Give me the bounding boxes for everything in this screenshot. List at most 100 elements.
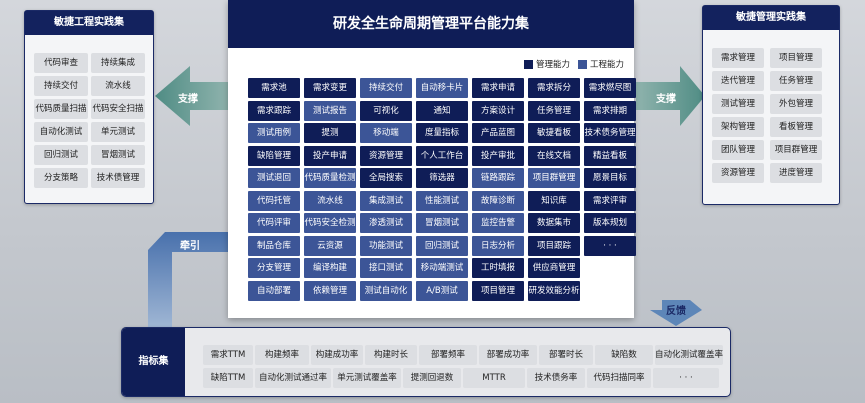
capability-item[interactable]: 项目管理 (472, 280, 524, 301)
capability-item[interactable]: 需求变更 (304, 78, 356, 98)
capability-item[interactable]: 供应商管理 (528, 258, 580, 278)
capability-item[interactable]: 项目跟踪 (528, 235, 580, 256)
practice-item[interactable]: 迭代管理 (712, 71, 764, 91)
practice-item[interactable]: 持续交付 (34, 76, 88, 96)
capability-item[interactable]: 移动端测试 (416, 258, 468, 278)
metric-item[interactable]: 单元测试覆盖率 (333, 368, 401, 388)
capability-item[interactable]: 敏捷看板 (528, 123, 580, 143)
capability-item[interactable]: 需求排期 (584, 100, 636, 121)
practice-item[interactable]: 进度管理 (770, 163, 822, 183)
capability-item[interactable]: 需求燃尽图 (584, 78, 636, 98)
metric-item[interactable]: 构建成功率 (311, 345, 363, 365)
capability-item[interactable]: 需求拆分 (528, 78, 580, 98)
metric-item[interactable]: 自动化测试覆盖率 (655, 345, 723, 365)
capability-item[interactable]: 精益看板 (584, 145, 636, 166)
practice-item[interactable]: 冒烟测试 (91, 145, 145, 165)
capability-item[interactable]: 性能测试 (416, 190, 468, 211)
practice-item[interactable]: 流水线 (91, 76, 145, 96)
capability-item[interactable]: 方案设计 (472, 100, 524, 121)
capability-item[interactable]: 接口测试 (360, 258, 412, 278)
capability-item[interactable]: 通知 (416, 100, 468, 121)
metric-item[interactable]: 部署时长 (539, 345, 593, 365)
capability-item[interactable]: 需求跟踪 (248, 100, 300, 121)
capability-item[interactable]: 在线文档 (528, 145, 580, 166)
capability-item[interactable]: 链路跟踪 (472, 168, 524, 188)
capability-item[interactable]: 筛选器 (416, 168, 468, 188)
practice-item[interactable]: 外包管理 (770, 94, 822, 114)
capability-item[interactable]: 需求评审 (584, 190, 636, 211)
capability-item[interactable]: 代码托管 (248, 190, 300, 211)
practice-item[interactable]: 需求管理 (712, 48, 764, 68)
capability-item[interactable]: · · · (584, 235, 636, 256)
practice-item[interactable]: 持续集成 (91, 53, 145, 73)
capability-item[interactable]: 需求申请 (472, 78, 524, 98)
capability-item[interactable]: 投产审批 (472, 145, 524, 166)
capability-item[interactable]: 自动部署 (248, 280, 300, 301)
metric-item[interactable]: 技术债务率 (527, 368, 585, 388)
metric-item[interactable]: · · · (653, 368, 719, 388)
metric-item[interactable]: 提测回退数 (403, 368, 461, 388)
metric-item[interactable]: 构建频率 (255, 345, 309, 365)
capability-item[interactable]: 需求池 (248, 78, 300, 98)
metric-item[interactable]: 部署成功率 (479, 345, 537, 365)
metric-item[interactable]: 自动化测试通过率 (255, 368, 331, 388)
capability-item[interactable]: 代码安全检测 (304, 213, 356, 233)
capability-item[interactable]: 代码质量检测 (304, 168, 356, 188)
metric-item[interactable]: 缺陷TTM (203, 368, 253, 388)
capability-item[interactable]: 自动移卡片 (416, 78, 468, 98)
capability-item[interactable]: 冒烟测试 (416, 213, 468, 233)
capability-item[interactable]: 产品蓝图 (472, 123, 524, 143)
practice-item[interactable]: 回归测试 (34, 145, 88, 165)
capability-item[interactable]: 渗透测试 (360, 213, 412, 233)
capability-item[interactable]: 日志分析 (472, 235, 524, 256)
capability-item[interactable]: 项目群管理 (528, 168, 580, 188)
capability-item[interactable]: 功能测试 (360, 235, 412, 256)
capability-item[interactable]: 监控告警 (472, 213, 524, 233)
practice-item[interactable]: 单元测试 (91, 122, 145, 142)
capability-item[interactable]: 研发效能分析 (528, 280, 580, 301)
metric-item[interactable]: 构建时长 (365, 345, 417, 365)
capability-item[interactable]: 缺陷管理 (248, 145, 300, 166)
capability-item[interactable]: 资源管理 (360, 145, 412, 166)
metric-item[interactable]: 部署频率 (419, 345, 477, 365)
capability-item[interactable]: 数据集市 (528, 213, 580, 233)
capability-item[interactable]: 回归测试 (416, 235, 468, 256)
capability-item[interactable]: 全局搜索 (360, 168, 412, 188)
capability-item[interactable]: 集成测试 (360, 190, 412, 211)
capability-item[interactable]: 投产申请 (304, 145, 356, 166)
capability-item[interactable]: 云资源 (304, 235, 356, 256)
capability-item[interactable]: 测试自动化 (360, 280, 412, 301)
practice-item[interactable]: 团队管理 (712, 140, 764, 160)
capability-item[interactable]: 提测 (304, 123, 356, 143)
practice-item[interactable]: 代码质量扫描 (34, 99, 88, 119)
capability-item[interactable]: 分支管理 (248, 258, 300, 278)
capability-item[interactable]: 依赖管理 (304, 280, 356, 301)
capability-item[interactable]: 技术债务管理 (584, 123, 636, 143)
practice-item[interactable]: 架构管理 (712, 117, 764, 137)
practice-item[interactable]: 看板管理 (770, 117, 822, 137)
metric-item[interactable]: 缺陷数 (595, 345, 653, 365)
capability-item[interactable]: 移动端 (360, 123, 412, 143)
practice-item[interactable]: 代码安全扫描 (91, 99, 145, 119)
practice-item[interactable]: 任务管理 (770, 71, 822, 91)
practice-item[interactable]: 测试管理 (712, 94, 764, 114)
practice-item[interactable]: 资源管理 (712, 163, 764, 183)
practice-item[interactable]: 代码审查 (34, 53, 88, 73)
capability-item[interactable]: 愿景目标 (584, 168, 636, 188)
practice-item[interactable]: 分支策略 (34, 168, 88, 188)
capability-item[interactable]: 知识库 (528, 190, 580, 211)
capability-item[interactable]: 度量指标 (416, 123, 468, 143)
capability-item[interactable]: 版本规划 (584, 213, 636, 233)
capability-item[interactable]: 制品仓库 (248, 235, 300, 256)
capability-item[interactable]: 流水线 (304, 190, 356, 211)
metric-item[interactable]: MTTR (463, 368, 525, 388)
metric-item[interactable]: 代码扫描同率 (587, 368, 651, 388)
capability-item[interactable]: A/B测试 (416, 280, 468, 301)
capability-item[interactable]: 故障诊断 (472, 190, 524, 211)
capability-item[interactable]: 工时填报 (472, 258, 524, 278)
capability-item[interactable]: 持续交付 (360, 78, 412, 98)
capability-item[interactable]: 可视化 (360, 100, 412, 121)
capability-item[interactable]: 任务管理 (528, 100, 580, 121)
capability-item[interactable]: 测试用例 (248, 123, 300, 143)
capability-item[interactable]: 编译构建 (304, 258, 356, 278)
